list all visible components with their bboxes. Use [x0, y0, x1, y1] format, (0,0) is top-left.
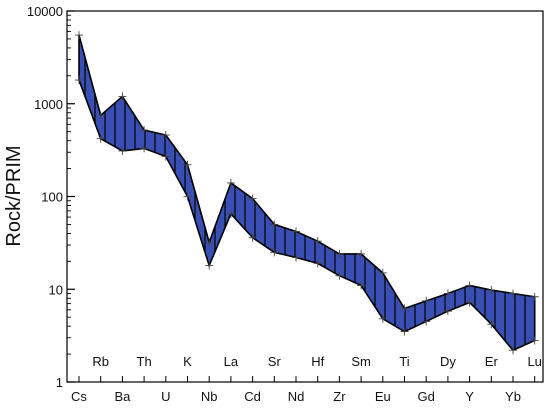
lower-point [422, 317, 431, 326]
plot-frame [66, 10, 544, 383]
upper-point [248, 194, 257, 203]
lower-point [509, 346, 517, 355]
upper-point [96, 111, 105, 120]
lower-point [465, 298, 474, 307]
upper-point [270, 220, 279, 229]
upper-point [509, 289, 517, 298]
lower-point [292, 253, 300, 262]
x-tick-label: Rb [92, 354, 109, 369]
x-tick-label: Eu [375, 389, 391, 404]
x-tick-label: Sm [351, 354, 371, 369]
lower-point [140, 144, 149, 153]
lower-point [183, 192, 192, 201]
upper-point [465, 281, 474, 290]
x-tick-label: Y [465, 389, 474, 404]
upper-point [183, 160, 192, 169]
band-layer [78, 34, 536, 352]
x-tick-label: Zr [333, 389, 346, 404]
x-tick-label: Hf [311, 354, 324, 369]
upper-point [75, 31, 83, 40]
x-axis: Cs Ba U Nb Cd Nd Zr Eu Gd Y Yb Rb Th K La Sr Hf Sm Ti Dy Er L… [71, 354, 542, 404]
x-tick-label: K [183, 354, 192, 369]
y-axis-title: Rock/PRIM [3, 145, 25, 246]
x-tick-label: Yb [505, 389, 521, 404]
y-tick-label: 10000 [27, 4, 63, 19]
x-tick-label: Cs [71, 389, 87, 404]
lower-point [313, 259, 322, 268]
lower-point [530, 336, 539, 345]
lower-point [443, 307, 452, 316]
x-tick-label: Ti [399, 354, 409, 369]
upper-point [118, 92, 127, 101]
marker-layer [75, 31, 539, 355]
lower-point [270, 248, 279, 257]
upper-point [487, 286, 496, 295]
lower-point [378, 314, 387, 323]
upper-point [378, 268, 387, 277]
lower-point [75, 76, 83, 85]
y-axis: 1 10 100 1000 10000 [27, 4, 75, 390]
x-tick-label: Nd [288, 389, 305, 404]
lower-point [400, 327, 409, 336]
lower-bound-line [78, 79, 536, 352]
upper-point [422, 296, 431, 305]
x-tick-label: Lu [527, 354, 541, 369]
y-tick-label: 1000 [34, 97, 63, 112]
lower-point [335, 271, 344, 280]
x-tick-label: Nb [201, 389, 218, 404]
lower-point [205, 261, 214, 270]
lower-point [357, 281, 366, 290]
upper-point [357, 249, 366, 258]
x-tick-label: Sr [268, 354, 282, 369]
upper-point [205, 238, 214, 247]
lower-point [248, 233, 257, 242]
x-tick-label: Th [137, 354, 152, 369]
upper-point [161, 131, 170, 140]
lower-point [226, 209, 235, 218]
y-tick-label: 10 [49, 282, 63, 297]
y-tick-label: 1 [56, 375, 63, 390]
upper-bound-line [78, 34, 535, 310]
upper-point [335, 249, 344, 258]
upper-point [530, 292, 539, 301]
x-tick-label: Gd [418, 389, 435, 404]
upper-point [400, 304, 409, 313]
x-tick-label: Ba [114, 389, 131, 404]
upper-point [313, 237, 322, 246]
upper-point [292, 227, 300, 236]
x-tick-label: Dy [440, 354, 456, 369]
upper-point [140, 126, 149, 135]
lower-point [161, 152, 170, 161]
x-tick-label: La [224, 354, 239, 369]
y-tick-label: 100 [41, 190, 63, 205]
x-tick-label: U [161, 389, 170, 404]
x-tick-label: Cd [244, 389, 261, 404]
lower-point [118, 146, 127, 155]
envelope-fill [79, 35, 535, 351]
lower-point [96, 134, 105, 143]
upper-point [226, 178, 235, 187]
lower-point [487, 320, 496, 329]
x-tick-label: Er [485, 354, 499, 369]
upper-point [443, 289, 452, 298]
